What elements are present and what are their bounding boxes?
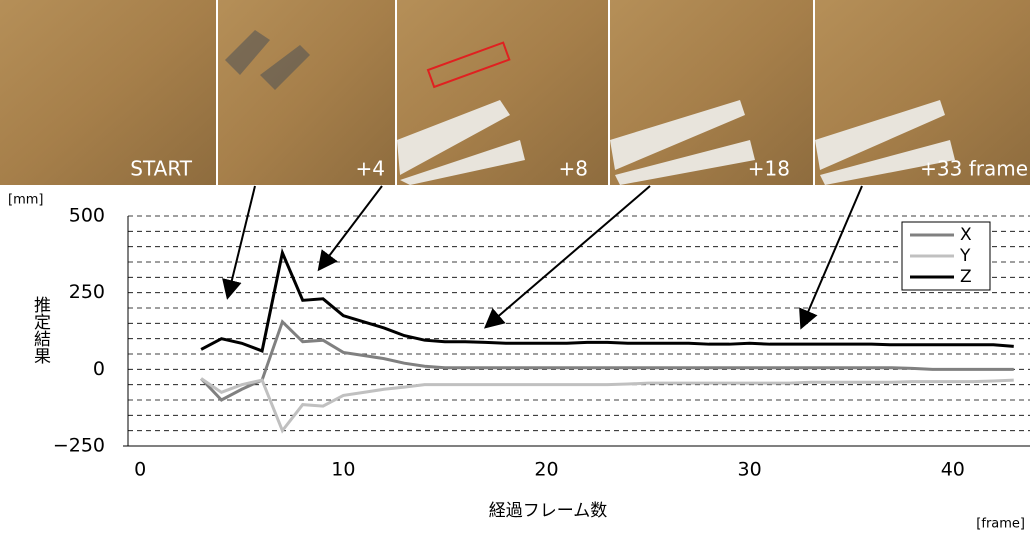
legend-label: Z [960, 267, 972, 287]
figure: START +4 +8 +18 +33 frame [mm] 推定結果 経過フレ… [0, 0, 1030, 534]
x-tick-label: 30 [738, 459, 762, 481]
x-unit: [frame] [976, 517, 1025, 532]
frame-label: +18 [748, 157, 790, 181]
arrow [802, 186, 862, 326]
y-unit: [mm] [8, 193, 43, 208]
y-tick-label: 500 [69, 205, 105, 227]
arrow [487, 186, 650, 326]
photo-strip: START +4 +8 +18 +33 frame [0, 0, 1030, 185]
arrow [320, 186, 382, 268]
frame-label: +8 [559, 157, 588, 181]
line [201, 379, 1014, 431]
line [201, 253, 1014, 351]
y-axis-label: 推定結果 [30, 296, 51, 364]
x-tick-label: 40 [941, 459, 965, 481]
frame-label: START [130, 157, 192, 181]
x-tick-label: 20 [534, 459, 558, 481]
legend-label: Y [959, 246, 971, 266]
x-axis-label: 経過フレーム数 [489, 501, 608, 521]
y-tick-label: −250 [53, 435, 105, 457]
legend-label: X [960, 225, 972, 245]
x-tick-label: 10 [331, 459, 355, 481]
frame-label: +33 frame [920, 157, 1028, 181]
arrows [228, 186, 862, 326]
line [201, 322, 1014, 400]
arrow [228, 186, 255, 296]
plot: 500 250 0 −250 0 10 20 30 40 XYZ [53, 205, 1030, 481]
y-tick-label: 0 [93, 358, 105, 380]
x-tick-label: 0 [134, 459, 146, 481]
frame-label: +4 [356, 157, 385, 181]
y-tick-label: 250 [69, 281, 105, 303]
